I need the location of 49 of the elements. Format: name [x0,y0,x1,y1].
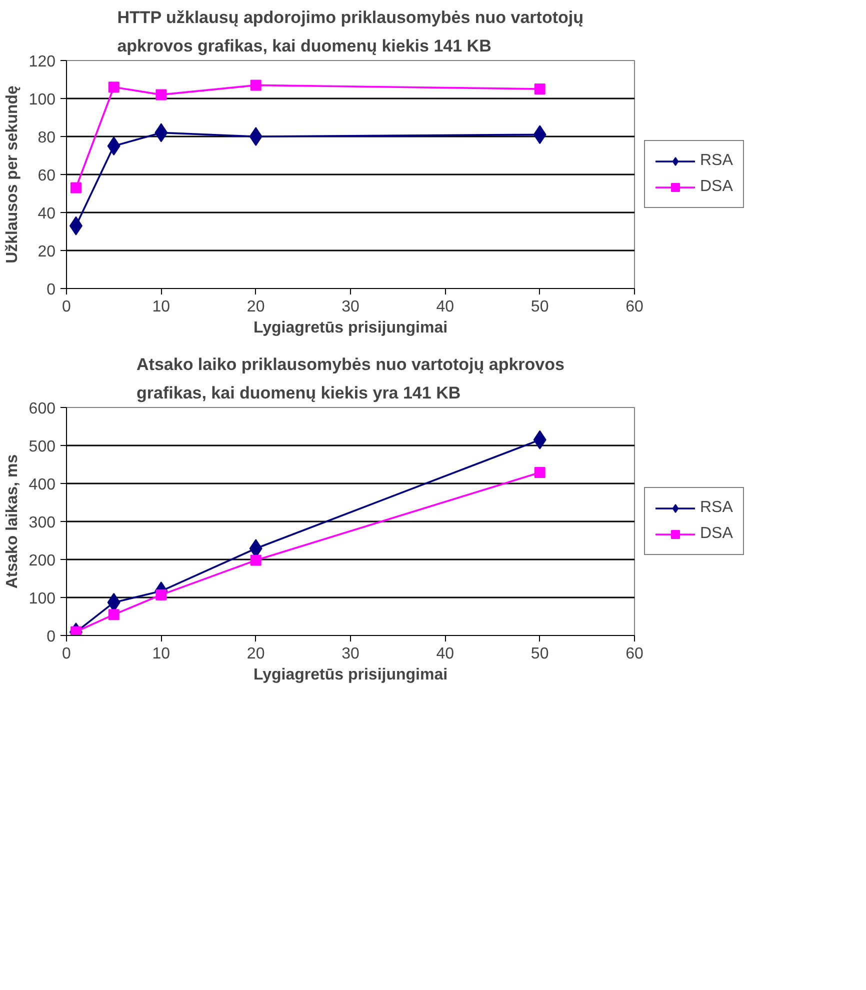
y-tick-label: 100 [28,92,56,108]
x-tick-label: 20 [246,298,265,316]
x-tick-label: 50 [530,646,549,662]
y-tick-label: 600 [28,400,56,418]
point [250,80,262,91]
x-tick-label: 10 [152,646,170,662]
x-axis-title: Lygiagretūs prisijungimai [253,666,448,684]
x-tick-label: 60 [626,646,644,662]
y-tick-label: 80 [38,130,56,146]
y-tick-label: 300 [28,514,56,532]
legend-label: DSA [700,178,733,196]
y-tick-label: 500 [28,438,56,456]
point [534,466,546,478]
point [250,554,262,566]
y-tick-label: 0 [46,628,56,646]
x-tick-label: 50 [530,298,549,316]
x-tick-label: 0 [62,298,72,316]
x-axis-title: Lygiagretūs prisijungimai [253,320,448,336]
legend-label: RSA [700,499,733,517]
x-tick-label: 60 [626,298,644,316]
point [108,82,120,93]
legend-label: RSA [700,152,733,170]
x-tick-label: 40 [436,646,454,662]
x-tick-label: 0 [62,646,72,662]
y-axis-title: Atsako laikas, ms [4,454,21,589]
chart-title: HTTP užklausų apdorojimo priklausomybės nuo vartotojų apkrovos grafikas, kai duomenų kiekis 141 KB [117,8,584,56]
point [156,89,167,100]
y-tick-label: 120 [28,54,56,70]
legend-label: DSA [700,525,733,543]
x-tick-label: 30 [342,298,360,316]
point [534,84,546,94]
y-tick-label: 100 [28,590,56,608]
point [107,136,120,156]
y-tick-label: 0 [46,282,56,298]
y-tick-label: 200 [28,552,56,570]
y-tick-label: 60 [38,168,56,184]
chart-title: Atsako laiko priklausomybės nuo vartotojų apkrovos grafikas, kai duomenų kiekis yra 141 KB [136,355,564,402]
x-tick-label: 10 [152,298,170,316]
point [108,609,120,620]
point [249,127,262,146]
y-tick-label: 400 [28,476,56,494]
x-tick-label: 40 [436,298,454,316]
point [70,626,82,636]
x-tick-label: 30 [342,646,360,662]
point [70,182,82,194]
y-axis-title: Užklausos per sekundę [4,85,21,264]
y-tick-label: 20 [38,244,56,260]
x-tick-label: 20 [246,646,265,662]
y-tick-label: 40 [38,206,56,222]
